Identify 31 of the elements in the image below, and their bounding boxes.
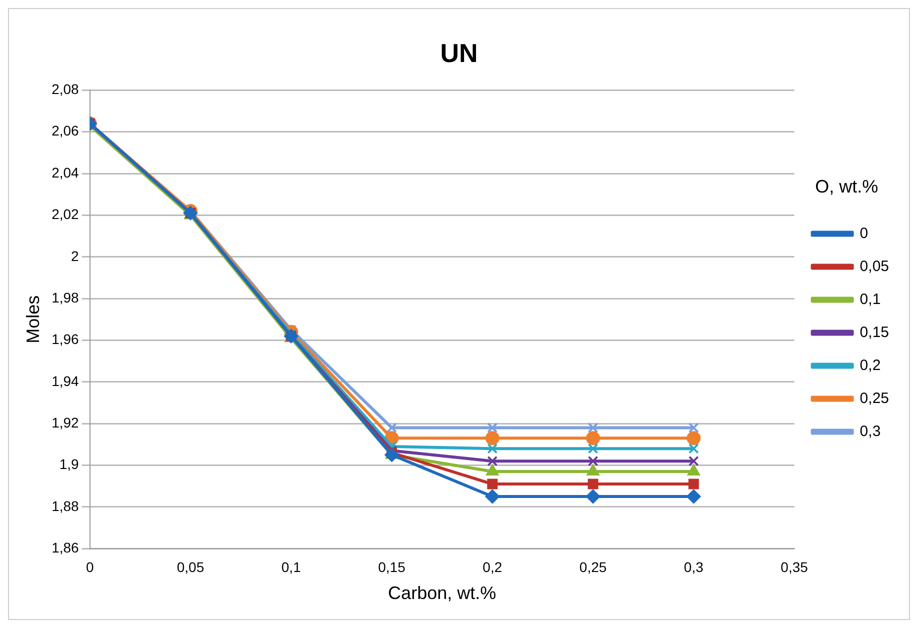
y-tick-label: 1,98 (52, 289, 80, 306)
x-tick-label: 0,1 (281, 558, 302, 575)
x-tick-label: 0,2 (482, 558, 502, 575)
x-tick-label: 0,05 (176, 558, 204, 575)
y-tick-label: 1,86 (52, 539, 80, 556)
y-tick-label: 1,9 (59, 456, 80, 472)
legend-label: 0,15 (860, 324, 890, 341)
y-tick-label: 1,96 (52, 331, 80, 348)
x-tick-label: 0 (86, 558, 94, 575)
y-tick-label: 2,02 (52, 206, 80, 222)
legend-label: 0,1 (860, 290, 881, 308)
legend-label: 0,2 (860, 356, 881, 374)
y-tick-label: 2,06 (52, 122, 80, 139)
y-tick-label: 1,88 (52, 498, 80, 514)
y-tick-label: 2,08 (52, 81, 80, 98)
legend-label: 0,05 (860, 258, 890, 275)
x-tick-label: 0,25 (579, 558, 607, 575)
legend-label: 0 (860, 224, 868, 242)
x-axis-title: Carbon, wt.% (388, 583, 496, 604)
legend-title: O, wt.% (815, 176, 878, 197)
chart-title: UN (440, 38, 478, 68)
y-tick-label: 2 (71, 248, 80, 264)
legend-label: 0,3 (860, 422, 881, 440)
x-tick-label: 0,3 (684, 558, 704, 575)
y-tick-label: 1,94 (52, 372, 80, 389)
legend-label: 0,25 (860, 390, 890, 407)
y-tick-label: 2,04 (52, 164, 80, 180)
y-tick-label: 1,92 (52, 414, 80, 430)
y-axis-title: Moles (22, 295, 43, 344)
x-tick-label: 0,15 (378, 558, 406, 575)
x-tick-label: 0,35 (780, 558, 808, 575)
